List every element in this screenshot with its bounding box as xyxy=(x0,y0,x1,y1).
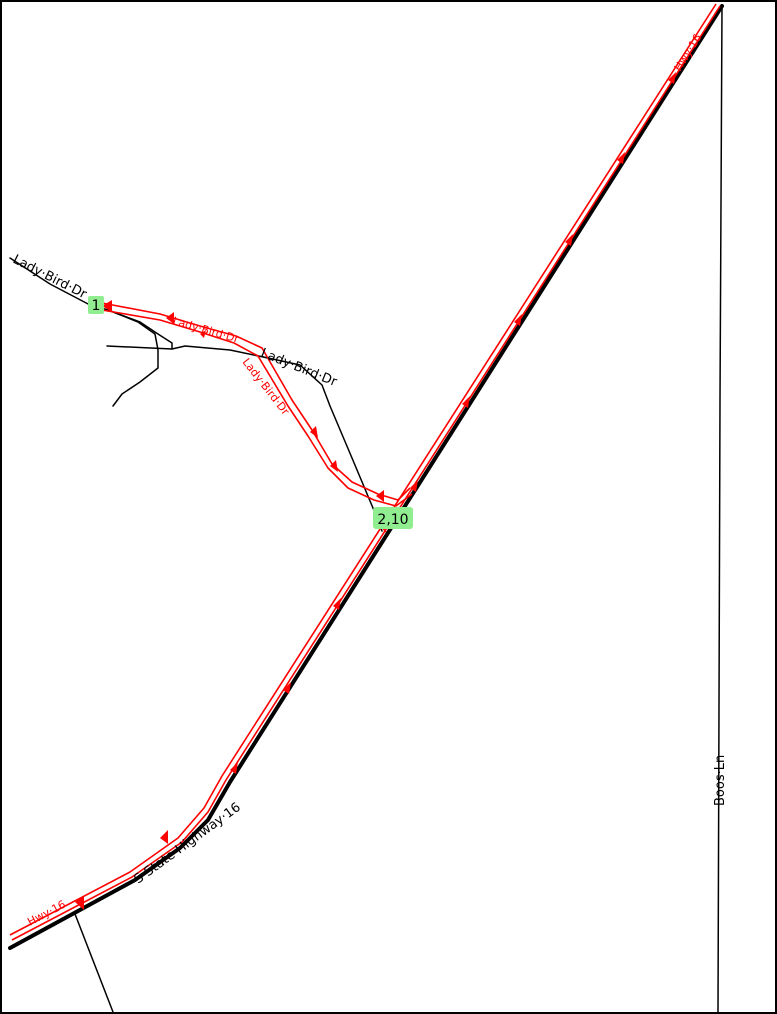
route-arrow xyxy=(75,896,84,910)
road-s-state-highway-16 xyxy=(8,4,724,950)
route-arrow xyxy=(200,330,206,338)
stop-marker-1-label: 1 xyxy=(92,298,101,314)
route-arrow xyxy=(102,300,112,312)
route-arrow xyxy=(668,72,676,84)
road-lady-bird-branch-b xyxy=(106,345,173,350)
route-arrow xyxy=(230,762,238,774)
stop-marker-1-box xyxy=(88,296,104,314)
route-lady-bird-inner xyxy=(101,309,413,507)
road-boos-ln xyxy=(717,5,723,1013)
route-arrow xyxy=(462,396,470,408)
route-hwy16-inner xyxy=(11,5,721,941)
stop-marker-2-10-box xyxy=(373,507,413,529)
route-arrow xyxy=(310,426,318,438)
route-arrow xyxy=(410,480,418,492)
route-arrow xyxy=(166,312,174,324)
route-path xyxy=(9,3,721,941)
stop-marker-2-10[interactable]: 2,10 xyxy=(373,507,413,529)
route-arrow xyxy=(565,234,573,246)
route-arrow xyxy=(160,830,168,844)
road-lady-bird-branch-a xyxy=(107,309,159,407)
street-label-boos-ln: Boos·Ln xyxy=(713,755,728,806)
stop-marker-1[interactable]: 1 xyxy=(88,296,104,314)
road-bottom-left-branch xyxy=(74,913,114,1013)
route-arrow xyxy=(330,460,338,472)
route-arrow xyxy=(617,152,625,164)
route-arrows xyxy=(75,72,676,910)
route-arrow xyxy=(283,682,291,694)
route-arrow xyxy=(333,598,341,610)
stop-marker-2-10-label: 2,10 xyxy=(377,512,408,528)
route-arrow xyxy=(376,490,384,502)
route-hwy16-outer xyxy=(9,3,717,936)
route-arrow xyxy=(514,314,522,326)
